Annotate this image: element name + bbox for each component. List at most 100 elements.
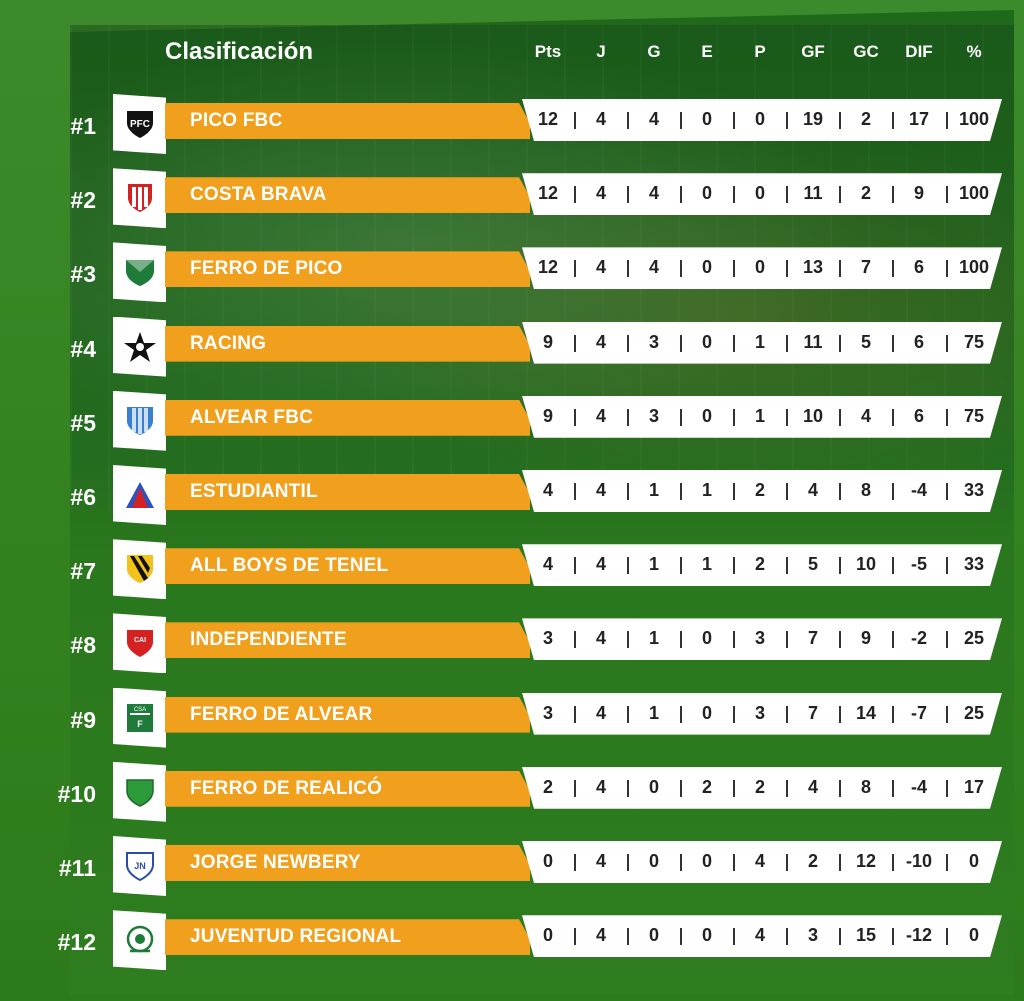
stats-strip: 12 4 4 0 0 19 2 17 100	[522, 99, 1002, 141]
stat-separator	[891, 112, 894, 129]
column-header: G	[647, 42, 661, 61]
stat-cell: 4	[595, 109, 606, 129]
stat-cell: 1	[701, 554, 712, 575]
team-name-bar: JORGE NEWBERY	[165, 845, 530, 881]
stat-cell: 0	[701, 702, 712, 723]
stat-cell: 10	[802, 405, 824, 426]
stat-separator	[626, 260, 629, 278]
stat-separator	[945, 928, 948, 946]
stats-strip: 2 4 0 2 2 4 8 -4 17	[522, 766, 1002, 809]
stat-separator	[626, 779, 629, 797]
stat-cell: 12	[537, 109, 559, 129]
stat-separator	[626, 186, 629, 204]
stat-separator	[945, 631, 948, 649]
stat-cell: 1	[648, 702, 659, 723]
stat-cell: 5	[807, 554, 818, 575]
column-header: Pts	[534, 42, 562, 61]
svg-text:CAI: CAI	[133, 637, 145, 644]
stat-cell: 4	[595, 257, 606, 278]
stat-cell: 0	[701, 257, 712, 278]
team-name: ALL BOYS DE TENEL	[190, 555, 389, 577]
stats-strip: 9 4 3 0 1 11 5 6 75	[522, 321, 1002, 364]
stat-cell: -7	[910, 702, 927, 723]
stat-cell: -2	[910, 628, 927, 649]
stat-cell: 19	[802, 109, 824, 129]
stat-cell: 0	[542, 925, 553, 946]
rank-label: #11	[58, 855, 96, 881]
stat-separator	[785, 408, 788, 426]
team-name-bar: FERRO DE REALICÓ	[165, 770, 530, 807]
estudiantil-crest-icon	[113, 465, 166, 525]
stat-cell: 9	[860, 628, 871, 649]
stat-separator	[838, 408, 841, 426]
stat-separator	[732, 408, 735, 426]
stat-cell: 9	[542, 331, 553, 352]
stat-separator	[891, 557, 894, 575]
stat-separator	[626, 631, 629, 649]
stat-separator	[679, 112, 682, 129]
stat-cell: 1	[754, 405, 765, 426]
stat-separator	[732, 854, 735, 871]
team-name-bar: PICO FBC	[165, 103, 530, 139]
stat-cell: 13	[802, 257, 824, 278]
stat-separator	[838, 928, 841, 946]
stat-separator	[838, 631, 841, 649]
stat-cell: 100	[958, 183, 990, 204]
team-name: COSTA BRAVA	[190, 184, 327, 206]
stat-cell: 9	[542, 405, 553, 426]
stat-cell: 0	[701, 851, 712, 871]
stat-cell: 2	[860, 183, 871, 204]
stat-separator	[945, 854, 948, 871]
stat-cell: 7	[807, 702, 818, 723]
stat-separator	[945, 557, 948, 575]
stat-cell: 0	[701, 109, 712, 129]
team-name-bar: ALL BOYS DE TENEL	[165, 548, 530, 585]
stat-separator	[573, 112, 576, 129]
rank-label: #12	[57, 929, 96, 956]
stat-separator	[732, 334, 735, 352]
stat-cell: 3	[754, 628, 765, 649]
stat-separator	[679, 705, 682, 723]
stat-cell: 3	[542, 702, 553, 723]
stat-cell: 75	[963, 405, 985, 426]
alvear-fbc-crest-icon	[113, 390, 166, 451]
stat-separator	[945, 186, 948, 204]
stat-cell: 7	[860, 257, 871, 278]
stat-cell: 2	[807, 851, 818, 871]
stat-separator	[573, 705, 576, 723]
stat-separator	[785, 705, 788, 723]
stat-cell: 33	[963, 554, 985, 575]
stat-separator	[945, 705, 948, 723]
stat-cell: 100	[958, 109, 990, 129]
stat-separator	[891, 854, 894, 871]
stat-separator	[945, 260, 948, 278]
stat-separator	[626, 483, 629, 500]
team-name: FERRO DE ALVEAR	[190, 703, 373, 725]
stat-separator	[732, 705, 735, 723]
team-name-bar: COSTA BRAVA	[165, 177, 530, 214]
stat-cell: 10	[855, 554, 877, 575]
page-title: Clasificación	[165, 38, 314, 65]
stat-cell: 4	[754, 851, 765, 871]
independiente-crest-icon: CAI	[113, 613, 166, 674]
costa-brava-crest-icon	[113, 168, 166, 229]
svg-text:PFC: PFC	[130, 119, 150, 130]
stat-separator	[679, 631, 682, 649]
stat-separator	[891, 705, 894, 723]
team-name-bar: INDEPENDIENTE	[165, 622, 530, 659]
stat-separator	[785, 779, 788, 797]
rank-label: #10	[57, 780, 96, 807]
stat-cell: 100	[958, 257, 990, 278]
stat-cell: 4	[542, 480, 553, 500]
team-name-bar: ESTUDIANTIL	[165, 474, 530, 510]
stat-cell: 14	[855, 702, 877, 723]
stat-separator	[626, 705, 629, 723]
stat-cell: 3	[807, 925, 818, 946]
ferro-de-pico-crest-icon	[113, 242, 166, 303]
stat-cell: 6	[913, 257, 924, 278]
stat-separator	[945, 112, 948, 129]
rank-label: #6	[70, 484, 96, 510]
stat-cell: 4	[595, 331, 606, 352]
stat-cell: 12	[537, 257, 559, 278]
